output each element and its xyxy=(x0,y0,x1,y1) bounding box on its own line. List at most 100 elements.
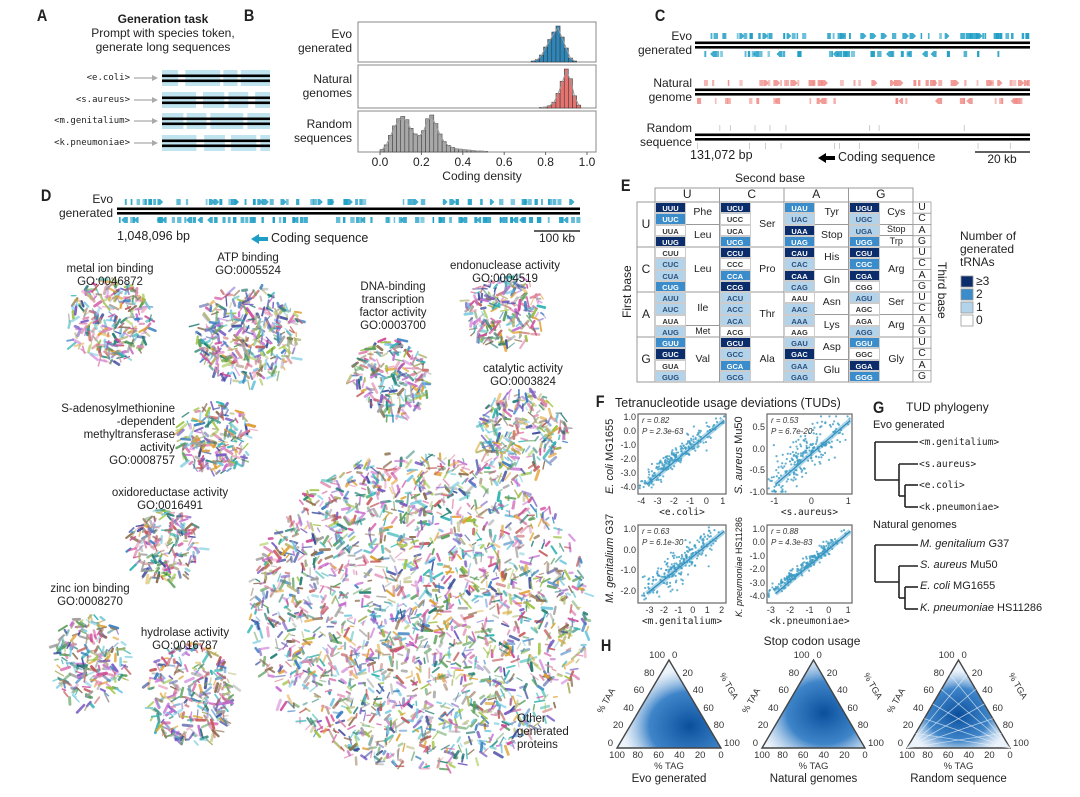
protein-structure xyxy=(212,683,218,690)
protein-structure xyxy=(529,661,534,673)
legend-swatch xyxy=(960,275,974,288)
protein-structure xyxy=(481,444,493,449)
protein-structure xyxy=(96,671,108,676)
protein-structure xyxy=(369,372,379,379)
arrow-head-icon xyxy=(152,97,158,103)
protein-structure xyxy=(338,729,346,737)
gene-mark xyxy=(976,80,979,86)
protein-structure xyxy=(488,584,498,593)
protein-structure xyxy=(532,304,538,310)
protein-structure xyxy=(406,493,410,505)
protein-structure xyxy=(389,683,394,695)
protein-structure xyxy=(98,632,103,639)
gene-mark xyxy=(484,217,492,223)
protein-structure xyxy=(526,398,533,404)
protein-structure xyxy=(552,425,558,432)
protein-structure xyxy=(417,733,423,740)
protein-structure xyxy=(458,472,469,476)
protein-structure xyxy=(228,371,234,376)
protein-structure xyxy=(211,420,220,431)
protein-structure xyxy=(55,680,65,689)
protein-structure xyxy=(293,336,299,346)
protein-structure xyxy=(214,676,223,681)
protein-structure xyxy=(197,697,206,706)
protein-structure xyxy=(516,694,523,698)
protein-structure xyxy=(480,710,493,714)
protein-structure xyxy=(251,368,260,380)
protein-structure xyxy=(538,404,545,411)
protein-structure xyxy=(423,765,430,769)
protein-structure xyxy=(525,296,530,308)
protein-structure xyxy=(217,345,221,352)
protein-structure xyxy=(483,546,488,553)
protein-structure xyxy=(247,343,254,348)
protein-structure xyxy=(287,612,296,618)
protein-structure xyxy=(209,669,213,676)
protein-structure xyxy=(91,315,97,321)
protein-structure xyxy=(69,662,80,670)
protein-structure xyxy=(101,664,109,670)
protein-structure xyxy=(463,311,474,316)
protein-structure xyxy=(82,316,90,321)
protein-structure xyxy=(547,407,553,420)
protein-structure xyxy=(296,587,300,595)
protein-structure xyxy=(349,625,355,628)
protein-structure xyxy=(239,303,249,312)
protein-structure xyxy=(418,382,424,389)
protein-structure xyxy=(274,357,279,364)
protein-structure xyxy=(103,351,110,357)
protein-structure xyxy=(458,599,462,605)
protein-structure xyxy=(193,740,199,746)
protein-structure xyxy=(102,285,107,295)
protein-structure xyxy=(394,339,402,344)
protein-structure xyxy=(184,704,190,708)
protein-structure xyxy=(185,652,191,657)
protein-structure xyxy=(255,661,261,666)
gene-mark xyxy=(550,199,553,205)
protein-structure xyxy=(178,551,183,556)
protein-structure xyxy=(328,677,337,682)
protein-structure xyxy=(439,652,443,663)
gene-mark xyxy=(329,199,334,205)
protein-structure xyxy=(68,672,79,679)
protein-structure xyxy=(192,641,198,648)
protein-structure xyxy=(409,384,413,396)
protein-structure xyxy=(511,595,518,601)
protein-structure xyxy=(278,305,286,312)
protein-structure xyxy=(204,682,208,687)
protein-structure xyxy=(346,616,354,621)
protein-structure xyxy=(516,642,522,650)
arrow-head-icon xyxy=(152,118,158,124)
protein-structure xyxy=(412,629,416,635)
protein-structure xyxy=(59,665,72,672)
protein-structure xyxy=(443,747,455,750)
protein-structure xyxy=(487,280,495,284)
protein-structure xyxy=(489,556,493,567)
protein-structure xyxy=(389,554,396,563)
protein-structure xyxy=(453,711,458,719)
protein-structure xyxy=(278,535,289,544)
gene-mark xyxy=(809,98,812,104)
protein-structure xyxy=(135,299,144,302)
protein-structure xyxy=(210,464,221,471)
protein-structure xyxy=(349,563,356,567)
protein-structure xyxy=(65,629,70,637)
protein-structure xyxy=(293,611,300,615)
histogram-bar xyxy=(417,135,422,153)
protein-structure xyxy=(372,363,377,372)
gene-mark xyxy=(762,33,769,39)
protein-structure xyxy=(498,693,505,698)
protein-structure xyxy=(193,438,201,442)
protein-structure xyxy=(259,378,264,386)
protein-structure xyxy=(438,674,446,679)
protein-structure xyxy=(198,346,209,351)
protein-structure xyxy=(299,708,307,714)
protein-structure xyxy=(376,643,382,656)
protein-structure xyxy=(146,553,154,559)
protein-structure xyxy=(394,722,397,734)
protein-structure xyxy=(475,422,485,428)
gene-mark xyxy=(361,199,367,205)
protein-structure xyxy=(263,612,269,621)
protein-structure xyxy=(519,685,526,689)
protein-structure xyxy=(282,596,288,601)
